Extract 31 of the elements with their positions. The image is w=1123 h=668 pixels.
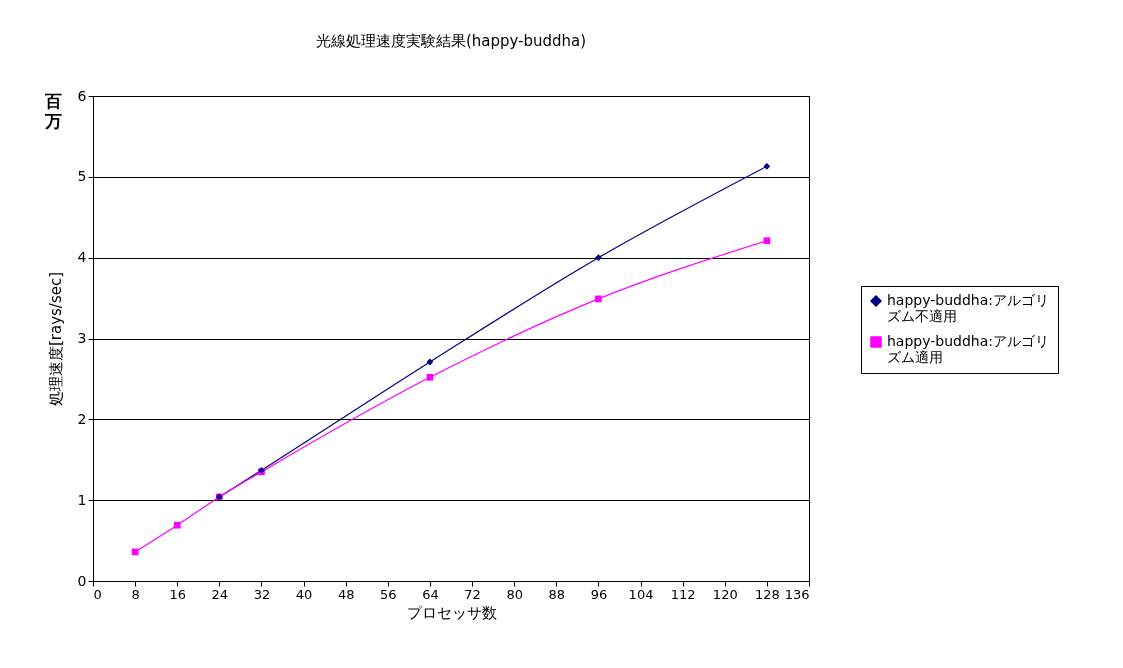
y-tick-label: 6: [77, 87, 87, 104]
x-tick-label: 16: [169, 586, 187, 602]
x-tick-label: 112: [670, 586, 696, 602]
y-axis-title: 処理速度[rays/sec]: [46, 271, 65, 407]
x-tick-label: 80: [506, 586, 523, 602]
x-tick-label: 120: [712, 586, 738, 602]
y-tick-label: 4: [77, 249, 87, 266]
y-tick-label: 1: [77, 491, 87, 508]
text: 百万: [43, 91, 62, 131]
x-tick-label: 48: [337, 586, 355, 602]
x-tick-label: 72: [464, 586, 481, 602]
x-tick-label: 136: [784, 586, 810, 602]
legend-label: happy-buddha:アルゴリズム適用: [887, 333, 1050, 365]
x-tick-label: 0: [93, 586, 102, 602]
x-tick-label: 64: [422, 586, 439, 602]
x-tick-label: 104: [628, 586, 654, 602]
x-tick-label: 32: [253, 586, 271, 602]
y-tick-label: 2: [77, 410, 87, 427]
x-tick-label: 40: [295, 586, 313, 602]
y-tick-label: 0: [77, 572, 87, 589]
x-tick-label: 88: [548, 586, 566, 602]
legend-label: happy-buddha:アルゴリズム不適用: [887, 292, 1050, 324]
x-axis-title: プロセッサ数: [406, 603, 497, 622]
x-tick-label: 56: [380, 586, 397, 602]
x-tick-label: 24: [211, 586, 229, 602]
x-tick-label: 128: [754, 586, 780, 602]
y-tick-label: 5: [77, 168, 87, 185]
y-tick-label: 3: [77, 330, 87, 346]
chart-title: 光線処理速度実験結果(happy-buddha): [315, 32, 587, 50]
x-tick-label: 96: [590, 586, 608, 602]
x-tick-label: 8: [131, 586, 140, 602]
